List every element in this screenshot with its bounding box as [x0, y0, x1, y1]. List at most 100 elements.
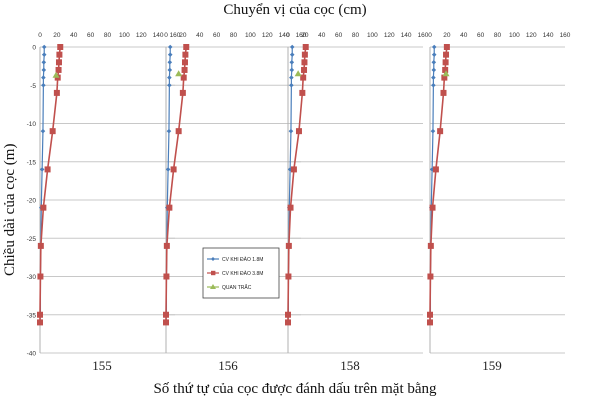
x-tick-label: 80: [494, 32, 502, 39]
data-point: [53, 89, 60, 96]
data-point: [300, 74, 307, 81]
x-tick-label: 120: [526, 32, 537, 39]
data-point: [37, 242, 44, 249]
data-point: [431, 52, 437, 57]
x-tick-label: 40: [196, 32, 204, 39]
data-point: [163, 319, 169, 326]
data-point: [167, 82, 172, 88]
data-point: [56, 51, 63, 58]
data-point: [301, 66, 308, 73]
y-tick-label: -40: [27, 351, 37, 358]
figure-title: Chuyển vị của cọc (cm): [223, 2, 367, 18]
data-point: [289, 67, 295, 73]
y-tick-label: -15: [27, 159, 37, 166]
x-tick-label: 40: [460, 32, 468, 39]
x-tick-label: 20: [179, 32, 187, 39]
data-point: [289, 60, 295, 65]
data-point: [285, 242, 292, 249]
data-point: [39, 167, 45, 172]
x-tick-label: 80: [230, 32, 238, 39]
data-point: [440, 89, 447, 96]
data-point: [52, 71, 60, 78]
data-point: [427, 319, 433, 326]
x-tick-label: 0: [286, 32, 290, 39]
x-tick-label: 0: [164, 32, 168, 39]
data-point: [41, 67, 47, 73]
data-point: [170, 166, 177, 173]
data-point: [294, 70, 302, 77]
x-tick-label: 80: [352, 32, 360, 39]
data-point: [183, 44, 190, 50]
data-point: [166, 128, 172, 134]
data-point: [288, 128, 294, 134]
x-tick-label: 160: [418, 32, 429, 39]
data-point: [285, 273, 292, 280]
data-point: [442, 70, 450, 77]
x-axis-title: Số thứ tự của cọc được đánh dấu trên mặt…: [153, 381, 437, 397]
data-point: [181, 59, 188, 66]
y-tick-label: -25: [27, 236, 37, 243]
data-point: [41, 60, 47, 65]
data-point: [163, 311, 169, 318]
data-point: [41, 75, 46, 80]
data-point: [301, 59, 308, 66]
x-tick-label: 20: [443, 32, 451, 39]
legend-marker: [211, 257, 215, 261]
data-point: [295, 128, 302, 135]
data-point: [49, 128, 56, 135]
data-point: [430, 128, 436, 134]
data-point: [179, 89, 186, 96]
data-point: [41, 52, 47, 57]
data-point: [181, 66, 188, 73]
series-line: [429, 46, 448, 323]
data-point: [429, 204, 436, 211]
data-point: [167, 60, 173, 65]
data-point: [167, 52, 173, 57]
data-point: [431, 67, 437, 73]
data-point: [167, 44, 173, 50]
legend-entry: CV KHI ĐÀO 3.8M: [222, 270, 263, 277]
data-point: [44, 166, 51, 173]
data-point: [175, 128, 182, 135]
x-tick-label: 80: [104, 32, 112, 39]
data-point: [431, 60, 437, 65]
x-tick-label: 0: [428, 32, 432, 39]
data-point: [285, 319, 291, 326]
panel-158: 0 20 40 60 80 100 120 140 160 158: [285, 32, 429, 373]
x-tick-label: 100: [367, 32, 378, 39]
data-point: [55, 59, 62, 66]
data-point: [432, 166, 439, 173]
y-tick-label: -5: [30, 83, 36, 90]
x-tick-label: 40: [70, 32, 78, 39]
x-tick-label: 20: [53, 32, 61, 39]
panel-159: 0 20 40 60 80 100 120 140 160 159: [427, 32, 571, 373]
panel-156: 0 20 40 60 80 100 120 140 160 156: [163, 32, 307, 373]
legend-entry: QUAN TRẮC: [222, 283, 252, 291]
data-point: [167, 67, 173, 73]
data-point: [37, 273, 44, 280]
x-tick-label: 140: [153, 32, 164, 39]
legend: CV KHI ĐÀO 1.8M CV KHI ĐÀO 3.8M QUAN TRẮC: [202, 247, 280, 299]
data-point: [427, 242, 434, 249]
series-line: [287, 46, 307, 323]
data-point: [443, 51, 450, 58]
data-point: [182, 51, 189, 58]
data-point: [163, 273, 170, 280]
x-tick-label: 100: [245, 32, 256, 39]
x-tick-label: 160: [170, 32, 181, 39]
data-point: [442, 66, 449, 73]
x-tick-label: 40: [318, 32, 326, 39]
panel-label: 156: [218, 358, 238, 373]
data-point: [431, 75, 436, 80]
data-point: [55, 66, 62, 73]
data-point: [301, 51, 308, 58]
data-point: [163, 242, 170, 249]
legend-marker: [211, 270, 216, 276]
panel-label: 158: [340, 358, 360, 373]
x-tick-label: 120: [262, 32, 273, 39]
data-point: [41, 44, 47, 50]
data-point: [167, 75, 172, 80]
x-tick-label: 100: [509, 32, 520, 39]
legend-marker: [210, 284, 216, 289]
